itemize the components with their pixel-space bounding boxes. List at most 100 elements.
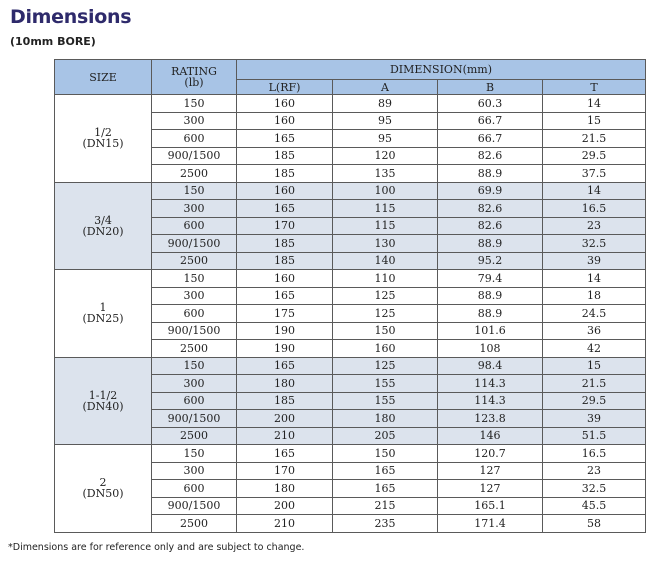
rating-cell: 150 — [151, 356, 237, 375]
dim-l-rf-cell: 160 — [236, 94, 333, 113]
footnote: *Dimensions are for reference only and a… — [8, 542, 305, 553]
table-row: 600 170 115 82.6 23 — [55, 216, 646, 235]
size-group: 2 (DN50) 150 165 150 120.7 16.5 300 170 165 127 23 6… — [54, 444, 646, 533]
page-title: Dimensions — [10, 6, 132, 28]
rating-cell: 150 — [151, 181, 237, 200]
dim-a-cell: 215 — [332, 496, 438, 515]
dim-l-rf-cell: 210 — [236, 426, 333, 445]
dim-l-rf-cell: 165 — [236, 199, 333, 218]
dim-t-cell: 14 — [542, 94, 646, 113]
dim-a-cell: 100 — [332, 181, 438, 200]
dim-t-cell: 42 — [542, 339, 646, 358]
table-header: SIZE RATING (lb) DIMENSION(mm) L(RF) A B… — [54, 59, 646, 95]
size-dn: (DN15) — [82, 137, 124, 151]
dim-l-rf-cell: 200 — [236, 409, 333, 428]
page-subtitle: (10mm BORE) — [10, 35, 96, 48]
dim-l-rf-cell: 200 — [236, 496, 333, 515]
table-row: 2500 185 140 95.2 39 — [55, 251, 646, 270]
rating-cell: 300 — [151, 199, 237, 218]
rating-cell: 600 — [151, 129, 237, 148]
dim-b-cell: 98.4 — [437, 356, 543, 375]
dim-a-cell: 160 — [332, 339, 438, 358]
dim-b-cell: 82.6 — [437, 216, 543, 235]
dim-l-rf-cell: 180 — [236, 479, 333, 498]
dim-a-cell: 125 — [332, 286, 438, 305]
size-dn: (DN40) — [82, 399, 124, 413]
dim-b-cell: 82.6 — [437, 146, 543, 165]
dim-a-cell: 115 — [332, 199, 438, 218]
header-rating-unit: (lb) — [184, 76, 204, 89]
size-cell: 1 (DN25) — [54, 269, 152, 358]
dim-t-cell: 15 — [542, 111, 646, 130]
dim-t-cell: 32.5 — [542, 479, 646, 498]
dim-l-rf-cell: 190 — [236, 339, 333, 358]
table-row: 3/4 (DN20) 150 160 100 69.9 14 — [54, 181, 646, 270]
dim-b-cell: 88.9 — [437, 304, 543, 323]
dim-a-cell: 165 — [332, 461, 438, 480]
dim-l-rf-cell: 165 — [236, 444, 333, 463]
dim-b-cell: 79.4 — [437, 269, 543, 288]
dim-a-cell: 140 — [332, 251, 438, 270]
size-group: 3/4 (DN20) 150 160 100 69.9 14 300 165 115 82.6 16.… — [54, 181, 646, 270]
dim-b-cell: 60.3 — [437, 94, 543, 113]
size-group: 1-1/2 (DN40) 150 165 125 98.4 15 300 180 155 114.3… — [54, 356, 646, 445]
dim-b-cell: 165.1 — [437, 496, 543, 515]
rating-cell: 600 — [151, 479, 237, 498]
dim-t-cell: 29.5 — [542, 146, 646, 165]
dim-a-cell: 95 — [332, 111, 438, 130]
dim-l-rf-cell: 210 — [236, 514, 333, 533]
rating-cell: 600 — [151, 391, 237, 410]
rating-cell: 600 — [151, 304, 237, 323]
size-nominal: 3/4 — [94, 213, 112, 227]
rating-cell: 300 — [151, 374, 237, 393]
dim-t-cell: 37.5 — [542, 164, 646, 183]
size-dn: (DN50) — [82, 487, 124, 501]
dim-t-cell: 39 — [542, 409, 646, 428]
rating-cell: 300 — [151, 286, 237, 305]
header-rating-label: RATING — [171, 65, 217, 78]
dim-a-cell: 180 — [332, 409, 438, 428]
size-nominal: 1-1/2 — [88, 388, 118, 402]
dim-b-cell: 88.9 — [437, 164, 543, 183]
dim-a-cell: 135 — [332, 164, 438, 183]
size-group: 1/2 (DN15) 150 160 89 60.3 14 300 160 95 66.7 15 600… — [54, 94, 646, 183]
table-row: 2500 190 160 108 42 — [55, 339, 646, 358]
dim-l-rf-cell: 185 — [236, 164, 333, 183]
rating-cell: 150 — [151, 444, 237, 463]
dim-b-cell: 88.9 — [437, 234, 543, 253]
table-row: 1 (DN25) 150 160 110 79.4 14 — [54, 269, 646, 358]
rating-cell: 900/1500 — [151, 321, 237, 340]
dim-l-rf-cell: 190 — [236, 321, 333, 340]
dim-t-cell: 39 — [542, 251, 646, 270]
dim-a-cell: 150 — [332, 444, 438, 463]
dim-t-cell: 16.5 — [542, 444, 646, 463]
dim-b-cell: 69.9 — [437, 181, 543, 200]
dim-l-rf-cell: 165 — [236, 286, 333, 305]
dim-b-cell: 146 — [437, 426, 543, 445]
dim-t-cell: 14 — [542, 181, 646, 200]
rating-cell: 900/1500 — [151, 409, 237, 428]
dim-l-rf-cell: 175 — [236, 304, 333, 323]
size-cell: 2 (DN50) — [54, 444, 152, 533]
table-row: 2500 210 205 146 51.5 — [55, 426, 646, 445]
rating-cell: 2500 — [151, 426, 237, 445]
dim-a-cell: 125 — [332, 304, 438, 323]
rating-cell: 150 — [151, 269, 237, 288]
dim-t-cell: 21.5 — [542, 129, 646, 148]
rating-cell: 300 — [151, 461, 237, 480]
header-col-a: A — [332, 79, 438, 95]
table-row: 600 185 155 114.3 29.5 — [55, 391, 646, 410]
rating-cell: 600 — [151, 216, 237, 235]
dim-l-rf-cell: 180 — [236, 374, 333, 393]
size-nominal: 2 — [99, 476, 107, 490]
dim-t-cell: 18 — [542, 286, 646, 305]
table-row: 600 175 125 88.9 24.5 — [55, 304, 646, 323]
size-nominal: 1/2 — [94, 126, 112, 140]
header-size: SIZE — [54, 59, 152, 95]
dim-l-rf-cell: 185 — [236, 146, 333, 165]
dim-b-cell: 66.7 — [437, 111, 543, 130]
table-row: 900/1500 190 150 101.6 36 — [55, 321, 646, 340]
dim-t-cell: 15 — [542, 356, 646, 375]
table-row: 1/2 (DN15) 150 160 89 60.3 14 — [54, 94, 646, 183]
rating-cell: 900/1500 — [151, 146, 237, 165]
